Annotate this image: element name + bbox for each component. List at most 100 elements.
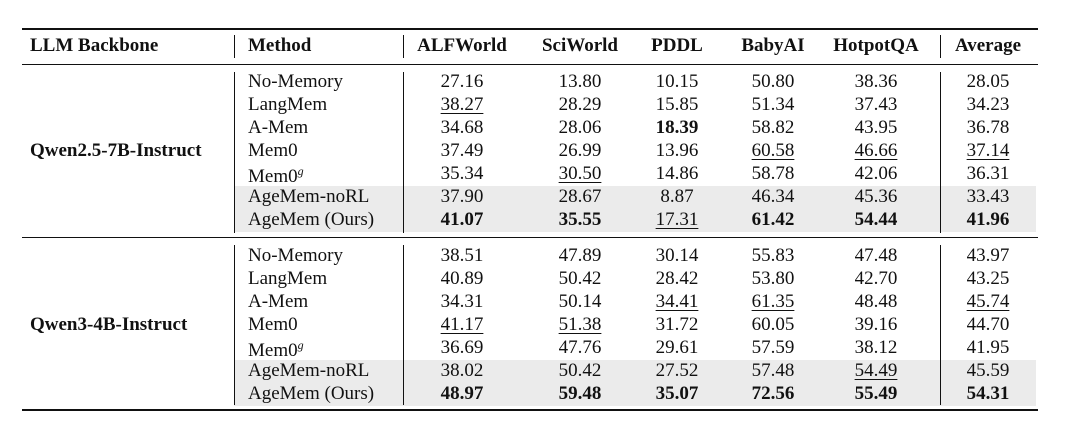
method-name: A-Mem: [248, 117, 309, 138]
score-cell: 43.95: [854, 117, 898, 138]
column-header: BabyAI: [741, 35, 805, 56]
score-cell: 46.34: [751, 186, 795, 207]
score-cell: 50.80: [751, 71, 795, 92]
method-name: No-Memory: [248, 71, 343, 92]
score-cell: 34.41: [655, 291, 699, 312]
score-cell: 28.06: [558, 117, 602, 138]
score-cell: 72.56: [751, 383, 795, 404]
score-cell: 41.96: [966, 209, 1010, 230]
column-header: Average: [954, 35, 1022, 56]
vertical-rule: [940, 35, 941, 58]
method-name: Mem0: [248, 314, 298, 335]
score-cell: 47.89: [558, 245, 602, 266]
score-cell: 58.82: [751, 117, 795, 138]
method-name: LangMem: [248, 94, 328, 115]
score-cell: 29.61: [655, 337, 699, 358]
score-cell: 14.86: [655, 163, 699, 184]
score-cell: 42.06: [854, 163, 898, 184]
score-cell: 45.59: [966, 360, 1010, 381]
score-cell: 38.51: [440, 245, 484, 266]
score-cell: 51.34: [751, 94, 795, 115]
horizontal-rule: [22, 409, 1038, 411]
score-cell: 60.58: [751, 140, 795, 161]
score-cell: 50.42: [558, 360, 602, 381]
method-name: AgeMem-noRL: [248, 186, 370, 207]
method-name: AgeMem (Ours): [248, 383, 375, 404]
score-cell: 46.66: [854, 140, 898, 161]
score-cell: 28.29: [558, 94, 602, 115]
score-cell: 26.99: [558, 140, 602, 161]
score-cell: 51.38: [558, 314, 602, 335]
backbone-label: Qwen3-4B-Instruct: [30, 314, 188, 335]
method-name: Mem0g: [248, 337, 304, 362]
score-cell: 48.97: [440, 383, 484, 404]
score-cell: 48.48: [854, 291, 898, 312]
score-cell: 15.85: [655, 94, 699, 115]
score-cell: 37.14: [966, 140, 1010, 161]
column-header: Method: [248, 35, 312, 56]
score-cell: 47.48: [854, 245, 898, 266]
backbone-label: Qwen2.5-7B-Instruct: [30, 140, 202, 161]
score-cell: 45.36: [854, 186, 898, 207]
vertical-rule: [403, 245, 404, 405]
row-shade: [234, 359, 1036, 383]
score-cell: 39.16: [854, 314, 898, 335]
score-cell: 38.02: [440, 360, 484, 381]
score-cell: 38.12: [854, 337, 898, 358]
superscript: g: [297, 163, 304, 178]
column-header: HotpotQA: [833, 35, 919, 56]
score-cell: 8.87: [660, 186, 694, 207]
score-cell: 35.34: [440, 163, 484, 184]
score-cell: 57.59: [751, 337, 795, 358]
vertical-rule: [234, 35, 235, 58]
score-cell: 43.25: [966, 268, 1010, 289]
method-name: AgeMem (Ours): [248, 209, 375, 230]
score-cell: 18.39: [655, 117, 699, 138]
score-cell: 47.76: [558, 337, 602, 358]
score-cell: 27.52: [655, 360, 699, 381]
score-cell: 34.31: [440, 291, 484, 312]
vertical-rule: [940, 72, 941, 233]
method-name: LangMem: [248, 268, 328, 289]
score-cell: 13.80: [558, 71, 602, 92]
score-cell: 53.80: [751, 268, 795, 289]
method-name: Mem0: [248, 140, 298, 161]
score-cell: 30.14: [655, 245, 699, 266]
score-cell: 41.95: [966, 337, 1010, 358]
horizontal-rule: [22, 28, 1038, 30]
vertical-rule: [234, 72, 235, 233]
score-cell: 58.78: [751, 163, 795, 184]
score-cell: 57.48: [751, 360, 795, 381]
method-name: No-Memory: [248, 245, 343, 266]
score-cell: 27.16: [440, 71, 484, 92]
score-cell: 59.48: [558, 383, 602, 404]
score-cell: 28.67: [558, 186, 602, 207]
score-cell: 55.83: [751, 245, 795, 266]
score-cell: 33.43: [966, 186, 1010, 207]
score-cell: 60.05: [751, 314, 795, 335]
score-cell: 50.42: [558, 268, 602, 289]
score-cell: 43.97: [966, 245, 1010, 266]
score-cell: 38.27: [440, 94, 484, 115]
score-cell: 28.05: [966, 71, 1010, 92]
score-cell: 13.96: [655, 140, 699, 161]
score-cell: 44.70: [966, 314, 1010, 335]
score-cell: 61.35: [751, 291, 795, 312]
score-cell: 42.70: [854, 268, 898, 289]
column-header: PDDL: [651, 35, 703, 56]
score-cell: 36.78: [966, 117, 1010, 138]
row-shade: [234, 208, 1036, 232]
score-cell: 34.68: [440, 117, 484, 138]
score-cell: 45.74: [966, 291, 1010, 312]
row-shade: [234, 382, 1036, 406]
method-name: Mem0g: [248, 163, 304, 188]
vertical-rule: [403, 35, 404, 58]
score-cell: 38.36: [854, 71, 898, 92]
column-header: LLM Backbone: [30, 35, 159, 56]
method-name: AgeMem-noRL: [248, 360, 370, 381]
score-cell: 55.49: [854, 383, 898, 404]
row-shade: [234, 185, 1036, 209]
column-header: ALFWorld: [417, 35, 507, 56]
score-cell: 41.17: [440, 314, 484, 335]
score-cell: 35.55: [558, 209, 602, 230]
